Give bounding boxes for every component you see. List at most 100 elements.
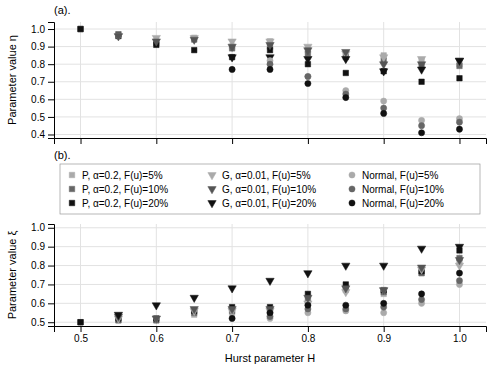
point xyxy=(228,286,236,293)
legend-entry: P, α=0.2, F(u)=20% xyxy=(69,198,168,209)
x-tick-label: 1.0 xyxy=(453,333,467,344)
legend-box xyxy=(60,164,480,214)
point xyxy=(304,301,312,308)
x-tick: 1.0 xyxy=(453,326,467,344)
point xyxy=(114,34,122,41)
x-tick-mark xyxy=(308,138,309,144)
y-tick-mark xyxy=(48,82,54,83)
y-axis-line xyxy=(48,225,55,327)
y-tick: 1.0 xyxy=(31,24,54,35)
point xyxy=(342,57,350,64)
x-tick: 0.9 xyxy=(377,326,391,344)
point xyxy=(342,286,350,293)
point xyxy=(417,265,425,272)
point xyxy=(152,316,160,323)
point xyxy=(381,310,387,316)
x-tick-mark xyxy=(459,326,460,332)
legend-entry: P, α=0.2, F(u)=5% xyxy=(69,170,162,181)
y-tick: 0.6 xyxy=(31,94,54,105)
legend-marker xyxy=(69,186,74,191)
point xyxy=(267,66,273,72)
legend-label: P, α=0.2, F(u)=20% xyxy=(82,198,168,209)
y-axis-title: Parameter value ξ xyxy=(6,231,18,320)
legend-label: Normal, F(u)=20% xyxy=(362,198,444,209)
y-tick-mark xyxy=(48,29,54,30)
point xyxy=(304,48,312,55)
x-axis-line xyxy=(55,139,487,145)
series xyxy=(78,26,462,84)
x-tick-mark xyxy=(384,326,385,332)
x-axis-line xyxy=(55,327,487,333)
y-grid-line xyxy=(54,99,486,100)
legend-label: Normal, F(u)=5% xyxy=(362,170,439,181)
panel: 0.40.50.60.70.80.91.0Parameter value η(a… xyxy=(6,4,487,144)
point xyxy=(78,26,83,31)
y-tick-mark xyxy=(48,303,54,304)
legend-label: G, α=0.01, F(u)=10% xyxy=(222,184,316,195)
point xyxy=(456,270,462,276)
series xyxy=(229,66,463,135)
point xyxy=(78,319,83,324)
series xyxy=(267,58,463,124)
y-axis-line xyxy=(48,23,55,139)
series xyxy=(78,259,462,325)
x-tick-mark xyxy=(232,326,233,332)
point xyxy=(456,119,462,125)
y-tick-mark xyxy=(48,284,54,285)
y-tick: 0.5 xyxy=(31,317,54,328)
point xyxy=(152,39,160,46)
point xyxy=(417,246,425,253)
x-grid-line xyxy=(80,224,81,326)
y-tick: 0.4 xyxy=(31,129,54,140)
point xyxy=(304,57,312,64)
series xyxy=(267,278,463,320)
y-tick: 0.9 xyxy=(31,41,54,52)
x-grid-line xyxy=(80,22,81,138)
y-tick-mark xyxy=(48,266,54,267)
point xyxy=(457,76,462,81)
x-tick-label: 0.9 xyxy=(377,333,391,344)
point xyxy=(455,244,463,251)
panel-label: (b). xyxy=(54,149,71,161)
x-tick-label: 0.7 xyxy=(226,333,240,344)
chart: 0.40.50.60.70.80.91.0Parameter value η(a… xyxy=(0,0,500,370)
point xyxy=(78,26,83,31)
x-tick-label: 0.6 xyxy=(150,333,164,344)
point xyxy=(228,307,236,314)
x-tick xyxy=(308,138,309,144)
x-tick xyxy=(156,138,157,144)
point xyxy=(190,37,198,44)
legend-marker xyxy=(208,187,216,194)
point xyxy=(266,278,274,285)
legend-marker xyxy=(69,172,74,177)
point xyxy=(304,271,312,278)
y-tick-mark xyxy=(48,247,54,248)
plot-area xyxy=(78,244,464,325)
point xyxy=(380,288,388,295)
series xyxy=(229,270,463,322)
y-tick-mark xyxy=(48,99,54,100)
point xyxy=(419,79,424,84)
series xyxy=(114,244,463,319)
point xyxy=(152,316,160,323)
y-tick-mark xyxy=(48,64,54,65)
point xyxy=(380,62,388,69)
point xyxy=(114,34,122,41)
y-tick: 0.8 xyxy=(31,59,54,70)
panel: 0.50.60.70.80.91.00.50.60.70.80.91.0Para… xyxy=(6,149,487,364)
x-grid-line xyxy=(383,22,384,138)
point xyxy=(343,70,348,75)
x-tick: 0.7 xyxy=(226,326,240,344)
x-tick-label: 0.5 xyxy=(74,333,88,344)
y-tick-mark xyxy=(48,47,54,48)
y-axis: 0.40.50.60.70.80.91.0 xyxy=(31,23,54,141)
legend-marker xyxy=(349,200,355,206)
point xyxy=(305,80,311,86)
grid xyxy=(54,224,486,326)
legend-entry: G, α=0.01, F(u)=10% xyxy=(208,184,316,195)
legend-marker xyxy=(69,200,74,205)
point xyxy=(304,295,312,302)
point xyxy=(380,55,388,62)
point xyxy=(114,312,122,319)
y-tick-label: 0.5 xyxy=(31,112,45,123)
